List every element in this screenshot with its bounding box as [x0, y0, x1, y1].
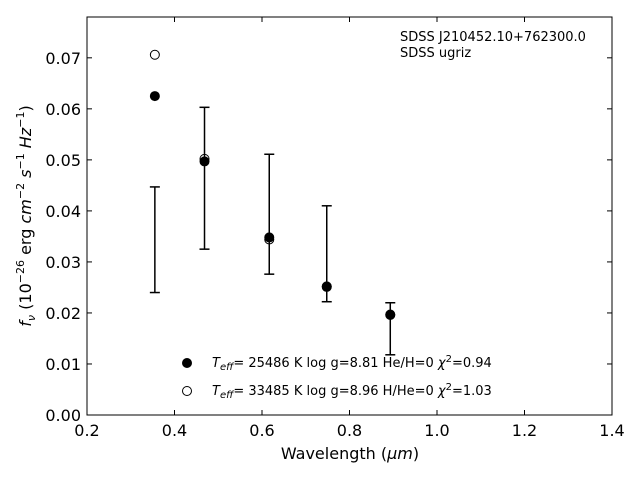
y-tick-label: 0.04 — [45, 202, 81, 221]
y-label-exp2: −2 — [14, 183, 27, 199]
legend-1-rest: = 25486 K log g=8.81 He/H=0 — [233, 356, 438, 371]
y-label-nu: ν — [25, 315, 38, 321]
legend-2-chi: χ — [437, 384, 447, 399]
legend-1-chi: χ — [437, 356, 447, 371]
y-label-close: ) — [16, 105, 35, 111]
x-tick-label: 0.4 — [162, 421, 187, 440]
legend-marker-open — [182, 386, 192, 396]
x-tick-label: 0.8 — [337, 421, 362, 440]
y-label-exp3: −1 — [14, 153, 27, 169]
x-axis-label: Wavelength (μm) — [281, 444, 419, 463]
legend-2-t: T — [212, 384, 221, 399]
x-tick-label: 0.2 — [74, 421, 99, 440]
observed-error-bars — [149, 106, 396, 356]
legend-2-rest: = 33485 K log g=8.96 H/He=0 — [233, 384, 438, 399]
x-axis-label-close: ) — [413, 444, 419, 463]
legend: Teff= 25486 K log g=8.81 He/H=0 χ2=0.94 … — [182, 354, 492, 401]
y-tick-label: 0.07 — [45, 49, 81, 68]
legend-marker-filled — [182, 358, 192, 368]
model-point-open — [199, 153, 210, 164]
y-label-cm: cm — [16, 199, 35, 223]
model-points — [149, 49, 396, 320]
y-label-f: f — [16, 319, 35, 327]
legend-1-tail: =0.94 — [452, 356, 492, 371]
model-point-open — [264, 234, 275, 245]
y-label-exp1: −26 — [14, 260, 27, 283]
x-axis-ticks: 0.2 0.4 0.6 0.8 1.0 1.2 1.4 — [74, 17, 625, 440]
legend-2-sup: 2 — [446, 382, 452, 393]
y-label-open: (10 — [16, 283, 35, 315]
x-tick-label: 1.2 — [512, 421, 537, 440]
y-label-hz: Hz — [16, 127, 35, 153]
legend-2-tail: =1.03 — [452, 384, 492, 399]
model-point-open — [321, 281, 332, 292]
y-axis-label: fν (10−26 erg cm−2 s−1 Hz−1) — [14, 105, 38, 326]
legend-1-sub: eff — [220, 362, 235, 373]
model-point-open — [385, 309, 396, 320]
x-axis-label-main: Wavelength ( — [281, 444, 387, 463]
y-label-mid: erg — [16, 224, 35, 260]
x-tick-label: 1.0 — [424, 421, 449, 440]
legend-1-sup: 2 — [446, 354, 452, 365]
annotation-filters: SDSS ugriz — [400, 46, 471, 61]
legend-entry-2: Teff= 33485 K log g=8.96 H/He=0 χ2=1.03 — [212, 382, 492, 401]
legend-entry-1: Teff= 25486 K log g=8.81 He/H=0 χ2=0.94 — [212, 354, 492, 373]
y-tick-label: 0.05 — [45, 151, 81, 170]
annotation-object-name: SDSS J210452.10+762300.0 — [400, 30, 586, 45]
x-axis-label-unit: μm — [386, 444, 413, 463]
model-point-open — [149, 49, 160, 60]
y-tick-label: 0.06 — [45, 100, 81, 119]
x-tick-label: 0.6 — [249, 421, 274, 440]
legend-1-t: T — [212, 356, 221, 371]
y-tick-label: 0.03 — [45, 253, 81, 272]
x-tick-label: 1.4 — [599, 421, 624, 440]
y-axis-ticks: 0.00 0.01 0.02 0.03 0.04 0.05 0.06 0.07 — [45, 49, 612, 425]
y-tick-label: 0.01 — [45, 355, 81, 374]
y-tick-label: 0.02 — [45, 304, 81, 323]
y-tick-label: 0.00 — [45, 406, 81, 425]
model-point-filled — [149, 91, 160, 102]
y-label-exp4: −1 — [14, 112, 27, 128]
y-label-s: s — [16, 170, 35, 183]
model-point-filled — [199, 156, 210, 167]
legend-2-sub: eff — [220, 390, 235, 401]
